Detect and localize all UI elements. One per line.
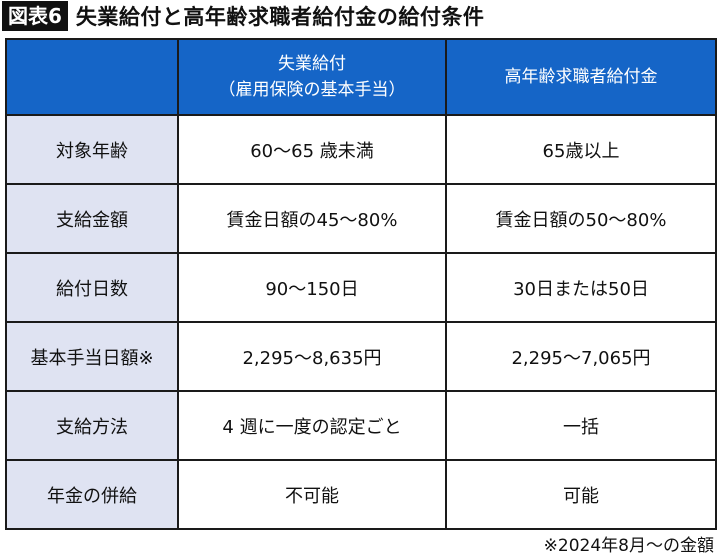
table-cell: 4 週に一度の認定ごと bbox=[177, 390, 447, 461]
table-row: 年金の併給 不可能 可能 bbox=[5, 459, 717, 530]
row-label: 対象年齢 bbox=[5, 114, 179, 185]
table-cell: 30日または50日 bbox=[445, 252, 717, 323]
table-row: 支給方法 4 週に一度の認定ごと 一括 bbox=[5, 390, 717, 461]
header-line2: （雇用保険の基本手当） bbox=[218, 80, 406, 100]
table-cell: 2,295～8,635円 bbox=[177, 321, 447, 392]
header-line1: 高年齢求職者給付金 bbox=[504, 67, 658, 87]
table-cell: 65歳以上 bbox=[445, 114, 717, 185]
table-row: 対象年齢 60～65 歳未満 65歳以上 bbox=[5, 114, 717, 185]
title-bar: 図表6 失業給付と高年齢求職者給付金の給付条件 bbox=[0, 0, 484, 32]
header-unemployment-benefit: 失業給付 （雇用保険の基本手当） bbox=[177, 38, 447, 116]
header-line1: 失業給付 bbox=[278, 54, 346, 74]
table-cell: 60～65 歳未満 bbox=[177, 114, 447, 185]
table-cell: 可能 bbox=[445, 459, 717, 530]
comparison-table: 失業給付 （雇用保険の基本手当） 高年齢求職者給付金 対象年齢 60～65 歳未… bbox=[5, 38, 717, 530]
table-row: 基本手当日額※ 2,295～8,635円 2,295～7,065円 bbox=[5, 321, 717, 392]
figure-badge: 図表6 bbox=[2, 1, 68, 31]
row-label: 支給金額 bbox=[5, 183, 179, 254]
header-row: 失業給付 （雇用保険の基本手当） 高年齢求職者給付金 bbox=[5, 38, 717, 116]
row-label: 年金の併給 bbox=[5, 459, 179, 530]
row-label: 支給方法 bbox=[5, 390, 179, 461]
table-cell: 不可能 bbox=[177, 459, 447, 530]
footnote: ※2024年8月～の金額 bbox=[543, 536, 714, 556]
table-cell: 2,295～7,065円 bbox=[445, 321, 717, 392]
table-row: 給付日数 90～150日 30日または50日 bbox=[5, 252, 717, 323]
row-label: 給付日数 bbox=[5, 252, 179, 323]
table-row: 支給金額 賃金日額の45～80% 賃金日額の50～80% bbox=[5, 183, 717, 254]
header-corner-cell bbox=[5, 38, 179, 116]
header-elderly-benefit: 高年齢求職者給付金 bbox=[445, 38, 717, 116]
table-cell: 一括 bbox=[445, 390, 717, 461]
row-label: 基本手当日額※ bbox=[5, 321, 179, 392]
table-cell: 90～150日 bbox=[177, 252, 447, 323]
page-title: 失業給付と高年齢求職者給付金の給付条件 bbox=[75, 5, 485, 29]
table-cell: 賃金日額の45～80% bbox=[177, 183, 447, 254]
table-cell: 賃金日額の50～80% bbox=[445, 183, 717, 254]
